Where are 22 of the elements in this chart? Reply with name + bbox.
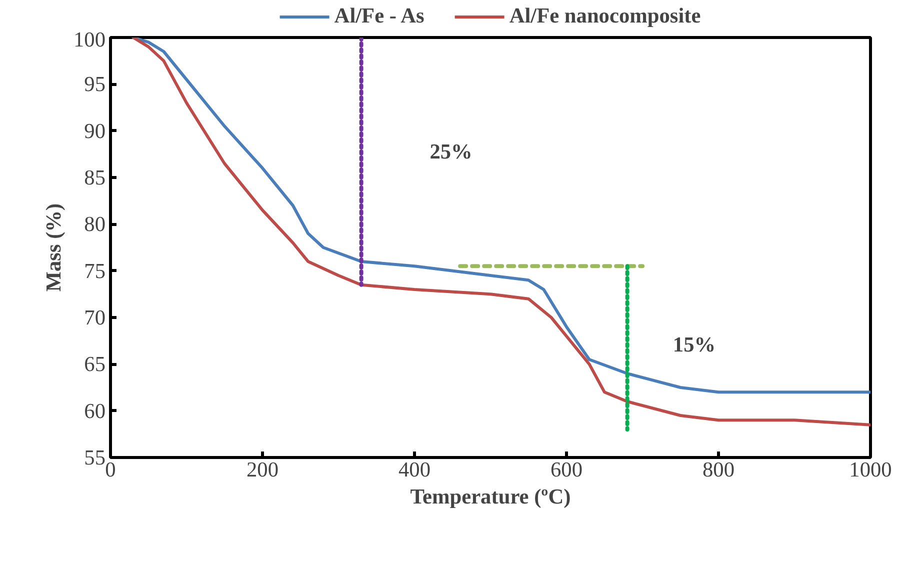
y-tick-label: 95: [84, 72, 106, 96]
y-tick-label: 100: [74, 28, 106, 52]
legend-label: Al/Fe nanocomposite: [509, 4, 701, 28]
y-tick-label: 55: [84, 446, 106, 470]
y-tick-label: 60: [84, 398, 106, 423]
x-axis-title: Temperature (ºC): [410, 484, 571, 508]
x-tick-label: 800: [702, 458, 735, 482]
y-tick-label: 70: [84, 306, 106, 330]
y-axis-title: Mass (%): [42, 203, 66, 292]
y-tick-label: 75: [84, 258, 106, 283]
x-tick-label: 600: [550, 458, 583, 482]
x-tick-label: 400: [398, 458, 431, 482]
x-tick-label: 1000: [849, 458, 892, 482]
y-tick-label: 90: [84, 118, 106, 143]
y-tick-label: 80: [84, 212, 106, 236]
annotation: 15%: [672, 332, 716, 357]
annotation: 25%: [430, 140, 472, 164]
legend-label: Al/Fe - As: [334, 4, 424, 28]
y-tick-label: 65: [84, 352, 106, 376]
x-tick-label: 200: [246, 458, 279, 482]
y-tick-label: 85: [84, 166, 106, 190]
x-tick-label: 0: [105, 458, 116, 482]
